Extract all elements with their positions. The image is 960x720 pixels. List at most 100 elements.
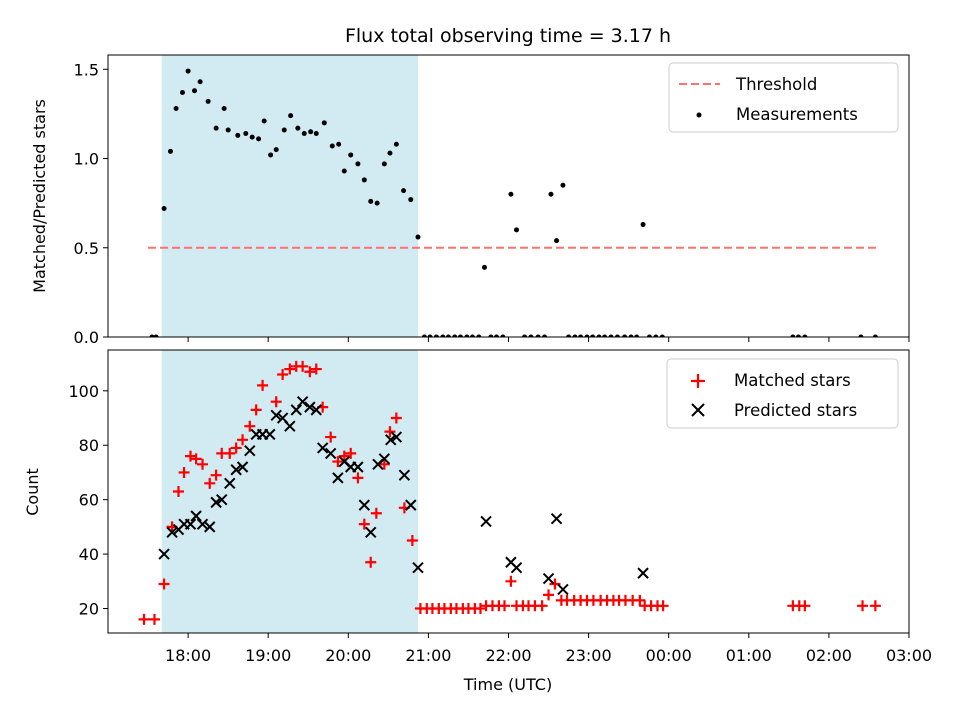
measurement-point xyxy=(173,106,179,112)
ratio-ytick-label: 0.0 xyxy=(74,328,99,347)
measurement-point xyxy=(493,334,499,337)
predicted-star-point xyxy=(637,567,649,579)
matched-star-point xyxy=(498,600,510,612)
measurement-point xyxy=(415,234,421,240)
matched-star-point xyxy=(345,447,357,459)
measurement-point xyxy=(790,334,796,337)
measurement-point xyxy=(268,152,274,158)
matched-star-point xyxy=(543,589,555,601)
measurement-point xyxy=(622,334,628,337)
measurement-point xyxy=(802,334,808,337)
matched-star-point xyxy=(332,456,344,468)
predicted-star-point xyxy=(224,477,236,490)
measurement-point xyxy=(387,150,393,156)
measurement-point xyxy=(167,148,173,154)
matched-star-point xyxy=(857,600,869,612)
measurement-point xyxy=(608,334,614,337)
measurement-point xyxy=(205,98,211,104)
predicted-star-point xyxy=(398,469,411,481)
measurement-point xyxy=(528,334,534,337)
count-xtick-label: 18:00 xyxy=(165,646,211,665)
measurement-point xyxy=(602,334,608,337)
matched-star-point xyxy=(536,600,548,612)
measurement-point xyxy=(500,334,506,337)
matched-star-point xyxy=(204,477,216,489)
count-xtick-label: 00:00 xyxy=(646,646,692,665)
measurement-point xyxy=(235,132,241,138)
measurement-point xyxy=(628,334,634,337)
measurement-point xyxy=(261,118,267,124)
measurement-point xyxy=(281,127,287,133)
measurement-point xyxy=(596,334,602,337)
predicted-star-point xyxy=(196,518,209,530)
matched-star-point xyxy=(297,360,309,372)
count-legend: Matched stars Predicted stars xyxy=(666,358,899,429)
measurement-point xyxy=(288,113,294,119)
measurement-point xyxy=(348,152,354,158)
count-xtick-label: 03:00 xyxy=(886,646,932,665)
measurement-point xyxy=(554,238,560,244)
measurement-point xyxy=(161,205,167,211)
legend-measurements-swatch xyxy=(696,112,702,118)
measurement-point xyxy=(522,334,528,337)
count-ytick-label: 60 xyxy=(79,491,99,510)
matched-star-point xyxy=(190,453,202,465)
predicted-star-point xyxy=(332,472,344,484)
legend-matched-swatch xyxy=(691,374,705,388)
predicted-star-point xyxy=(412,561,424,574)
measurement-point xyxy=(452,334,458,337)
predicted-star-point xyxy=(378,453,391,465)
predicted-star-point xyxy=(390,431,403,443)
measurement-point xyxy=(256,136,262,142)
measurement-point xyxy=(646,334,652,337)
measurement-point xyxy=(514,227,520,233)
matched-star-point xyxy=(505,575,517,587)
matched-star-point xyxy=(185,450,197,462)
measurement-point xyxy=(427,334,433,337)
measurement-point xyxy=(185,68,191,74)
matched-star-point xyxy=(210,469,222,481)
predicted-star-point xyxy=(510,561,523,574)
measurement-point xyxy=(614,334,620,337)
predicted-star-point xyxy=(204,521,216,533)
observing-window-shade xyxy=(161,350,418,633)
measurement-point xyxy=(572,334,578,337)
predicted-star-point xyxy=(236,461,249,473)
measurement-point xyxy=(795,334,801,337)
measurement-point xyxy=(634,334,640,337)
observing-window-shade xyxy=(161,55,418,337)
matched-star-point xyxy=(138,613,150,625)
matched-star-point xyxy=(384,426,396,438)
ratio-ytick-label: 0.5 xyxy=(74,239,99,258)
measurement-point xyxy=(301,131,307,137)
matched-star-point xyxy=(799,600,811,612)
measurement-point xyxy=(590,334,596,337)
measurement-point xyxy=(488,334,494,337)
measurement-point xyxy=(149,334,155,337)
count-xtick-label: 02:00 xyxy=(806,646,852,665)
matched-star-point xyxy=(304,366,316,378)
measurement-point xyxy=(197,79,203,85)
measurement-point xyxy=(355,161,361,167)
measurement-point xyxy=(508,191,514,197)
matched-star-point xyxy=(325,431,337,443)
measurement-point xyxy=(421,334,427,337)
measurement-point xyxy=(321,120,327,126)
measurement-point xyxy=(659,334,665,337)
matched-star-point xyxy=(406,534,418,546)
measurement-point xyxy=(640,222,646,228)
measurement-point xyxy=(408,197,414,203)
count-ytick-label: 40 xyxy=(79,545,99,564)
measurement-point xyxy=(566,334,572,337)
matched-star-point xyxy=(310,363,322,375)
predicted-star-point xyxy=(166,526,178,539)
count-xtick-label: 22:00 xyxy=(485,646,531,665)
measurement-point xyxy=(542,334,548,337)
count-xtick-label: 20:00 xyxy=(325,646,371,665)
predicted-star-point xyxy=(480,515,492,528)
legend-predicted-label: Predicted stars xyxy=(734,401,857,420)
count-ytick-label: 80 xyxy=(79,436,99,455)
ratio-panel: 0.0 0.5 1.0 1.5 Matched/Predicted stars Thr… xyxy=(30,54,910,347)
predicted-star-point xyxy=(542,572,555,585)
